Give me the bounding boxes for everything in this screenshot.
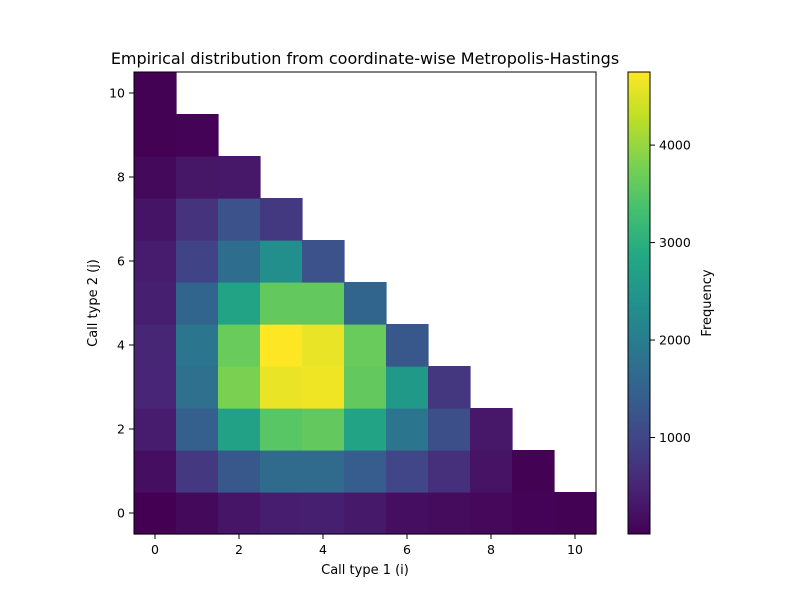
colorbar-gradient bbox=[627, 71, 651, 535]
x-tick-label-10: 10 bbox=[567, 542, 583, 557]
heatmap-cell-i3-j2 bbox=[260, 408, 303, 451]
x-tick-label-8: 8 bbox=[487, 542, 495, 557]
heatmap-cell-i4-j0 bbox=[302, 492, 345, 535]
heatmap-cell-i2-j6 bbox=[218, 240, 261, 283]
x-axis-label: Call type 1 (i) bbox=[321, 563, 409, 578]
heatmap-cell-i6-j1 bbox=[386, 450, 429, 493]
y-tick-label-4: 4 bbox=[117, 338, 125, 353]
heatmap-cell-i1-j2 bbox=[176, 408, 219, 451]
heatmap-cell-i0-j3 bbox=[134, 366, 177, 409]
heatmap-cell-i2-j4 bbox=[218, 324, 261, 367]
heatmap-cell-i6-j3 bbox=[386, 366, 429, 409]
y-tick-label-6: 6 bbox=[117, 254, 125, 269]
plot-frame bbox=[133, 71, 597, 535]
heatmap-cell-i0-j10 bbox=[134, 72, 177, 115]
heatmap-cell-i0-j1 bbox=[134, 450, 177, 493]
heatmap-cell-i4-j3 bbox=[302, 366, 345, 409]
heatmap-cell-i9-j0 bbox=[512, 492, 555, 535]
heatmap-cell-i2-j8 bbox=[218, 156, 261, 199]
heatmap-cell-i2-j2 bbox=[218, 408, 261, 451]
heatmap-cell-i2-j5 bbox=[218, 282, 261, 325]
heatmap-cell-i3-j6 bbox=[260, 240, 303, 283]
heatmap-cell-i0-j5 bbox=[134, 282, 177, 325]
colorbar-tick-label-3000: 3000 bbox=[659, 235, 691, 250]
heatmap-cell-i4-j1 bbox=[302, 450, 345, 493]
heatmap-cell-i9-j1 bbox=[512, 450, 555, 493]
colorbar-tick-label-2000: 2000 bbox=[659, 333, 691, 348]
y-tick-label-0: 0 bbox=[117, 506, 125, 521]
heatmap-cell-i1-j4 bbox=[176, 324, 219, 367]
heatmap-cell-i2-j0 bbox=[218, 492, 261, 535]
y-tick-label-2: 2 bbox=[117, 422, 125, 437]
heatmap-cell-i1-j3 bbox=[176, 366, 219, 409]
heatmap-cell-i4-j2 bbox=[302, 408, 345, 451]
heatmap-cell-i1-j6 bbox=[176, 240, 219, 283]
heatmap-cell-i2-j1 bbox=[218, 450, 261, 493]
heatmap-cell-i1-j9 bbox=[176, 114, 219, 157]
heatmap-cell-i0-j7 bbox=[134, 198, 177, 241]
heatmap-cell-i3-j4 bbox=[260, 324, 303, 367]
heatmap-cell-i4-j6 bbox=[302, 240, 345, 283]
heatmap-cell-i3-j1 bbox=[260, 450, 303, 493]
y-tick-label-10: 10 bbox=[109, 86, 125, 101]
colorbar: 1000 2000 3000 4000 Frequency bbox=[627, 71, 715, 535]
heatmap-cell-i7-j2 bbox=[428, 408, 471, 451]
colorbar-ticks: 1000 2000 3000 4000 bbox=[650, 138, 691, 445]
heatmap-cell-i2-j7 bbox=[218, 198, 261, 241]
heatmap-cell-i4-j5 bbox=[302, 282, 345, 325]
heatmap-cell-i1-j0 bbox=[176, 492, 219, 535]
heatmap-cell-i0-j9 bbox=[134, 114, 177, 157]
heatmap-cell-i5-j1 bbox=[344, 450, 387, 493]
heatmap-cell-i7-j1 bbox=[428, 450, 471, 493]
heatmap-cell-i6-j0 bbox=[386, 492, 429, 535]
heatmap-cell-i1-j7 bbox=[176, 198, 219, 241]
y-axis-ticks: 0 2 4 6 8 10 bbox=[109, 86, 134, 521]
heatmap-cell-i4-j4 bbox=[302, 324, 345, 367]
heatmap-cell-i0-j8 bbox=[134, 156, 177, 199]
heatmap-cell-i6-j2 bbox=[386, 408, 429, 451]
heatmap-cell-i1-j8 bbox=[176, 156, 219, 199]
heatmap-cell-i3-j3 bbox=[260, 366, 303, 409]
heatmap-cell-i8-j0 bbox=[470, 492, 513, 535]
y-tick-label-8: 8 bbox=[117, 170, 125, 185]
heatmap-cell-i0-j2 bbox=[134, 408, 177, 451]
heatmap-cells bbox=[134, 72, 597, 535]
heatmap-cell-i5-j3 bbox=[344, 366, 387, 409]
heatmap-cell-i1-j5 bbox=[176, 282, 219, 325]
x-tick-label-4: 4 bbox=[319, 542, 327, 557]
heatmap-cell-i5-j4 bbox=[344, 324, 387, 367]
heatmap-cell-i5-j5 bbox=[344, 282, 387, 325]
heatmap-cell-i0-j6 bbox=[134, 240, 177, 283]
colorbar-tick-label-4000: 4000 bbox=[659, 138, 691, 153]
x-tick-label-2: 2 bbox=[235, 542, 243, 557]
heatmap-cell-i0-j0 bbox=[134, 492, 177, 535]
heatmap-cell-i3-j0 bbox=[260, 492, 303, 535]
heatmap-cell-i5-j0 bbox=[344, 492, 387, 535]
heatmap-cell-i1-j1 bbox=[176, 450, 219, 493]
colorbar-label: Frequency bbox=[700, 269, 715, 336]
chart-title: Empirical distribution from coordinate-w… bbox=[111, 49, 619, 68]
heatmap-cell-i7-j3 bbox=[428, 366, 471, 409]
heatmap-cell-i7-j0 bbox=[428, 492, 471, 535]
heatmap-cell-i0-j4 bbox=[134, 324, 177, 367]
heatmap-cell-i10-j0 bbox=[554, 492, 597, 535]
heatmap-cell-i3-j5 bbox=[260, 282, 303, 325]
heatmap-cell-i5-j2 bbox=[344, 408, 387, 451]
x-axis-ticks: 0 2 4 6 8 10 bbox=[151, 534, 583, 557]
heatmap-cell-i2-j3 bbox=[218, 366, 261, 409]
heatmap-cell-i8-j1 bbox=[470, 450, 513, 493]
x-tick-label-6: 6 bbox=[403, 542, 411, 557]
x-tick-label-0: 0 bbox=[151, 542, 159, 557]
colorbar-tick-label-1000: 1000 bbox=[659, 430, 691, 445]
y-axis-label: Call type 2 (j) bbox=[86, 259, 101, 347]
heatmap-cell-i6-j4 bbox=[386, 324, 429, 367]
heatmap-cell-i8-j2 bbox=[470, 408, 513, 451]
heatmap-cell-i3-j7 bbox=[260, 198, 303, 241]
